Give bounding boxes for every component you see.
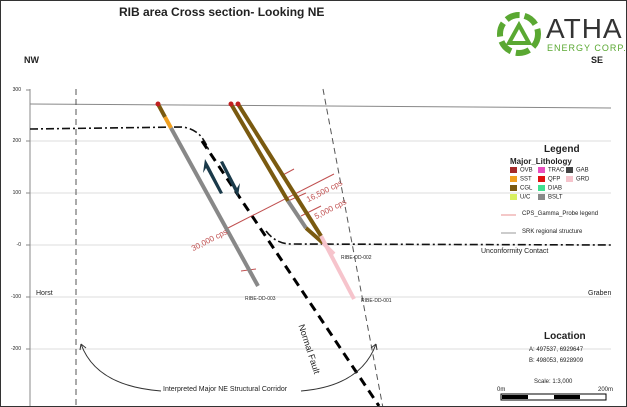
legend-swatch xyxy=(538,167,545,173)
legend-srk: SRK regional structure xyxy=(522,229,583,235)
legend-label: GRD xyxy=(576,176,590,183)
legend-label: QFP xyxy=(548,176,561,183)
corridor-arrows xyxy=(79,343,378,392)
legend-item-diab: DIAB xyxy=(538,185,562,192)
corridor-label: Interpreted Major NE Structural Corridor xyxy=(161,386,290,393)
legend-gamma: CPS_Gamma_Probe legend xyxy=(522,211,599,217)
gridlines xyxy=(30,140,611,350)
legend-item-grd: GRD xyxy=(566,176,589,183)
scale-start: 0m xyxy=(497,387,506,393)
direction-nw: NW xyxy=(24,55,39,65)
legend-label: TRAC xyxy=(548,167,565,174)
legend-swatch xyxy=(510,185,517,191)
structural-corridor-right xyxy=(322,88,384,406)
legend-swatch xyxy=(538,176,545,182)
legend-item-gab: GAB xyxy=(566,167,589,174)
y-tick: 200 xyxy=(12,138,21,144)
y-tick: 300 xyxy=(12,87,21,93)
legend-item-trac: TRAC xyxy=(538,167,564,174)
legend-swatch xyxy=(538,194,545,200)
scale-bar xyxy=(500,393,607,401)
legend-swatch xyxy=(538,185,545,191)
legend-swatch xyxy=(510,167,517,173)
legend-item-ovb: OVB xyxy=(510,167,533,174)
logo-sub: ENERGY CORP. xyxy=(547,43,627,53)
legend-label: SST xyxy=(520,176,532,183)
legend-item-sst: SST xyxy=(510,176,532,183)
direction-se: SE xyxy=(591,55,604,65)
legend-swatch xyxy=(510,194,517,200)
logo-name: ATHA xyxy=(546,13,623,44)
legend-label: CGL xyxy=(520,185,533,192)
y-tick: -100 xyxy=(10,294,21,300)
location-title: Location xyxy=(544,331,586,342)
y-tick: -0 xyxy=(16,242,21,248)
legend-item-cgl: CGL xyxy=(510,185,532,192)
y-tick: -200 xyxy=(10,346,21,352)
horst-label: Horst xyxy=(36,290,53,297)
legend-label: OVB xyxy=(520,167,533,174)
drillhole-label-dd-001: RIBE-DD-001 xyxy=(361,298,392,304)
location-a: A: 497537, 6929647 xyxy=(529,347,584,353)
unconformity-label: Unconformity Contact xyxy=(481,248,549,255)
legend-label: GAB xyxy=(576,167,589,174)
y-tick: 100 xyxy=(12,190,21,196)
y-ticks xyxy=(26,89,30,350)
fault-movement-arrows xyxy=(203,159,240,197)
legend-swatch xyxy=(510,176,517,182)
atha-logo-icon xyxy=(497,12,541,56)
legend-label: BSLT xyxy=(548,194,563,201)
legend-subtitle: Major_Lithology xyxy=(510,157,572,166)
drillhole-dd-001[interactable] xyxy=(235,101,356,300)
scale-text: Scale: 1:3,000 xyxy=(534,379,573,385)
graben-label: Graben xyxy=(588,290,612,297)
normal-fault xyxy=(200,140,381,406)
legend-item-qfp: QFP xyxy=(538,176,560,183)
drillhole-dd-003[interactable] xyxy=(155,101,260,287)
scale-end: 200m xyxy=(598,387,614,393)
legend-swatch xyxy=(566,167,573,173)
legend-item-uc: U/C xyxy=(510,194,530,201)
drillhole-label-dd-003: RIBE-DD-003 xyxy=(245,296,276,302)
location-b: B: 498053, 6928909 xyxy=(529,358,584,364)
legend-label: U/C xyxy=(520,194,531,201)
legend-label: DIAB xyxy=(548,185,563,192)
legend-swatch xyxy=(566,176,573,182)
page-title: RIB area Cross section- Looking NE xyxy=(119,5,325,19)
drillhole-label-dd-002: RIBE-DD-002 xyxy=(341,255,372,261)
unconformity-contact xyxy=(29,126,612,246)
legend-title: Legend xyxy=(544,144,580,155)
legend-item-bslt: BSLT xyxy=(538,194,563,201)
ground-surface xyxy=(29,103,612,109)
